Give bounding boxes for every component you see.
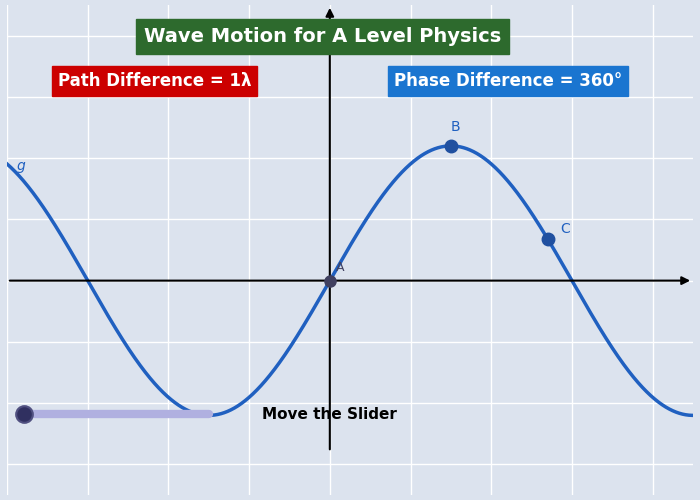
Text: A: A — [336, 262, 345, 274]
Text: Wave Motion for A Level Physics: Wave Motion for A Level Physics — [144, 27, 501, 46]
Text: g: g — [17, 159, 25, 173]
Text: C: C — [560, 222, 570, 236]
Text: Phase Difference = 360°: Phase Difference = 360° — [393, 72, 622, 90]
Text: Move the Slider: Move the Slider — [262, 406, 397, 422]
Text: B: B — [451, 120, 461, 134]
Text: Path Difference = 1λ: Path Difference = 1λ — [57, 72, 251, 90]
